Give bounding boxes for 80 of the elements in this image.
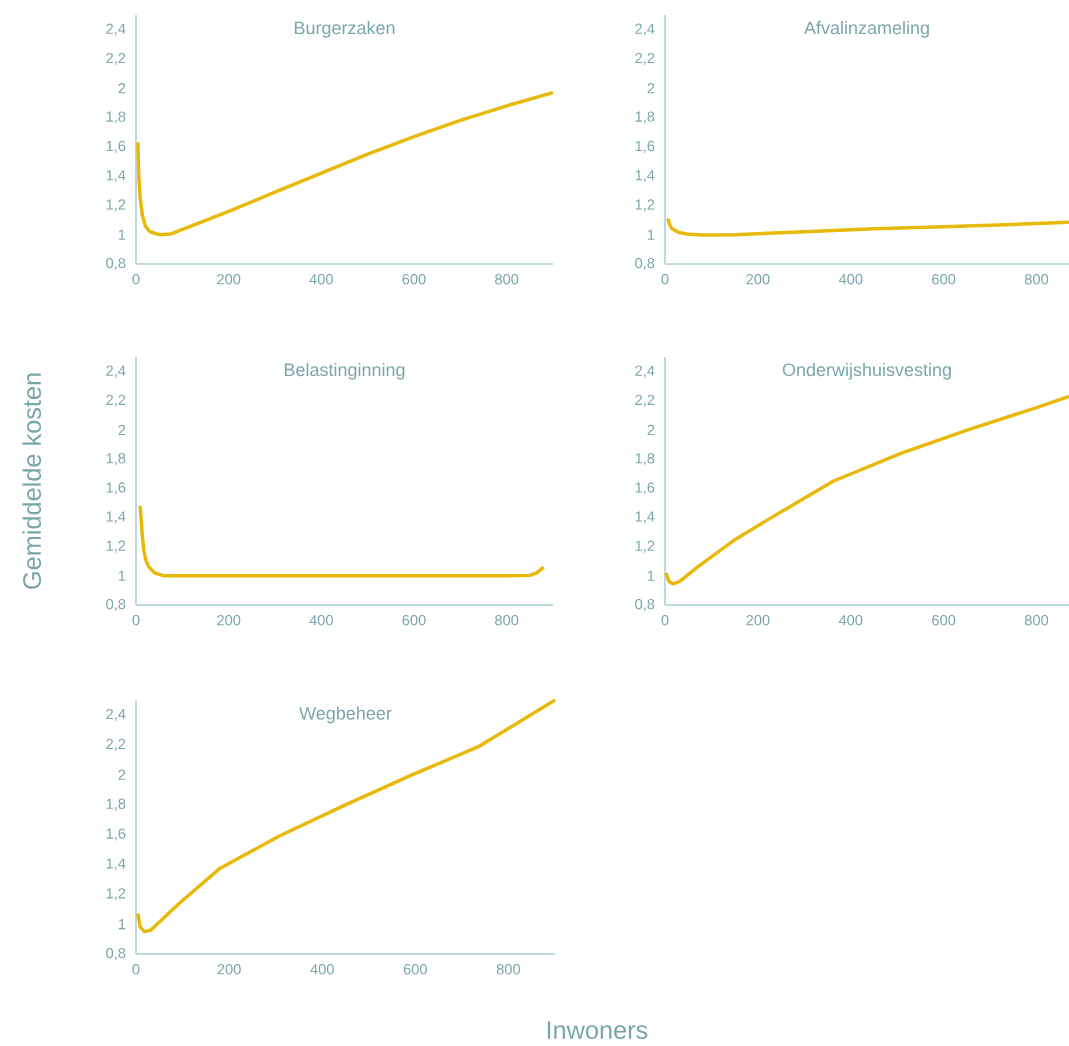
y-tick-label: 1,8 — [635, 111, 655, 124]
y-tick-label: 1,8 — [106, 111, 126, 124]
x-tick-label: 200 — [746, 274, 770, 285]
x-tick-label: 800 — [1024, 615, 1049, 626]
x-tick-label: 600 — [402, 615, 426, 626]
y-tick-label: 2,4 — [106, 365, 126, 378]
line-series — [664, 394, 1069, 586]
x-tick-label: 400 — [838, 615, 863, 626]
x-tick-label: 0 — [661, 615, 669, 626]
y-tick-label: 1,6 — [106, 482, 126, 495]
y-tick-label: 2 — [647, 83, 655, 94]
x-tick-label: 0 — [132, 964, 140, 975]
y-tick-label: 1 — [118, 229, 126, 240]
x-tick-label: 0 — [661, 274, 669, 285]
y-tick-label: 1 — [647, 570, 655, 581]
x-axis-title: Inwoners — [547, 1021, 648, 1040]
y-tick-label: 2,4 — [106, 23, 126, 36]
x-tick-label: 400 — [838, 274, 863, 285]
y-tick-label: 2,2 — [635, 52, 655, 65]
y-tick-label: 2,2 — [635, 394, 655, 407]
y-tick-label: 1,4 — [106, 511, 126, 524]
y-tick-label: 2 — [118, 769, 126, 780]
y-tick-label: 0,8 — [106, 598, 126, 612]
x-tick-label: 200 — [217, 964, 241, 975]
y-tick-label: 2,2 — [106, 52, 126, 65]
y-tick-label: 2,2 — [106, 738, 126, 751]
y-tick-label: 1,2 — [106, 888, 126, 901]
y-tick-label: 1,4 — [635, 511, 655, 524]
y-tick-label: 2,2 — [106, 394, 126, 407]
y-tick-label: 0,8 — [635, 257, 655, 271]
y-tick-label: 2,4 — [635, 23, 655, 36]
chart-title: Afvalinzameling — [804, 21, 929, 38]
x-tick-label: 400 — [309, 274, 333, 285]
y-tick-label: 1,8 — [106, 798, 126, 811]
x-tick-label: 600 — [403, 964, 427, 975]
y-tick-label: 1,6 — [635, 140, 655, 153]
x-tick-label: 200 — [217, 615, 241, 626]
x-tick-label: 600 — [402, 274, 426, 285]
y-axis-title: Gemiddelde kosten — [22, 373, 42, 589]
x-tick-label: 0 — [132, 615, 140, 626]
y-tick-label: 1,6 — [635, 482, 655, 495]
y-tick-label: 1,2 — [635, 540, 655, 553]
y-tick-label: 1,2 — [635, 199, 655, 212]
chart-title: Belastinginning — [284, 362, 405, 380]
x-tick-label: 800 — [1024, 274, 1049, 285]
y-tick-label: 1,2 — [106, 199, 126, 212]
x-tick-label: 800 — [496, 964, 521, 975]
y-tick-label: 1 — [118, 570, 126, 581]
y-tick-label: 1 — [118, 919, 126, 930]
x-tick-label: 600 — [932, 274, 956, 285]
y-tick-label: 0,8 — [106, 257, 126, 271]
line-series — [136, 698, 557, 934]
y-tick-label: 1,2 — [106, 540, 126, 553]
y-tick-label: 0,8 — [635, 598, 655, 612]
y-tick-label: 2,4 — [106, 708, 126, 722]
chart-title: Wegbeheer — [299, 706, 392, 724]
x-tick-label: 200 — [217, 274, 241, 285]
x-tick-label: 800 — [495, 615, 519, 626]
y-tick-label: 1,4 — [635, 170, 655, 183]
y-tick-label: 2 — [118, 83, 126, 94]
x-tick-label: 800 — [495, 274, 519, 285]
y-tick-label: 1 — [647, 229, 655, 240]
y-tick-label: 1,6 — [106, 828, 126, 841]
x-tick-label: 0 — [132, 274, 140, 285]
x-tick-label: 400 — [310, 964, 334, 975]
y-tick-label: 2,4 — [635, 365, 655, 378]
y-tick-label: 1,8 — [106, 453, 126, 466]
x-tick-label: 600 — [932, 615, 956, 626]
y-tick-label: 2 — [647, 424, 655, 436]
chart-title: Onderwijshuisvesting — [782, 362, 951, 380]
y-tick-label: 0,8 — [106, 947, 126, 961]
x-tick-label: 200 — [746, 615, 770, 626]
chart-title: Burgerzaken — [294, 21, 395, 38]
y-tick-label: 1,8 — [635, 453, 655, 466]
x-tick-label: 400 — [309, 615, 333, 626]
y-tick-label: 2 — [118, 424, 126, 436]
y-tick-label: 1,4 — [106, 170, 126, 183]
y-tick-label: 1,4 — [106, 858, 126, 871]
line-series — [666, 216, 1069, 237]
y-tick-label: 1,6 — [106, 140, 126, 153]
